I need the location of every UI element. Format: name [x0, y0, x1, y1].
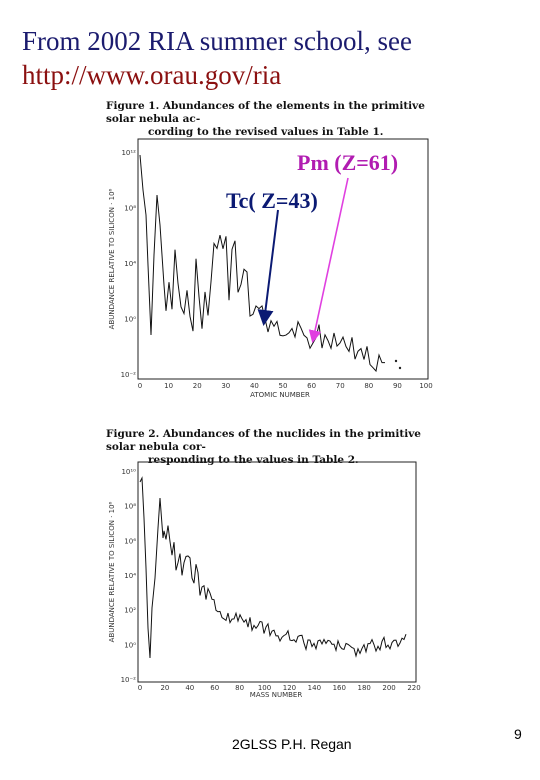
tick-label: 10⁸ — [124, 503, 136, 511]
tick-label: 20 — [193, 382, 202, 390]
tick-label: 10 — [164, 382, 173, 390]
tick-label: 10⁰ — [124, 641, 136, 649]
tick-label: 10¹⁰ — [121, 468, 136, 476]
tick-label: 50 — [279, 382, 288, 390]
pm-annotation: Pm (Z=61) — [297, 150, 399, 175]
tick-label: 10⁸ — [124, 205, 136, 213]
figure1-xlabel: ATOMIC NUMBER — [250, 391, 310, 399]
tick-label: 140 — [308, 684, 321, 692]
tick-label: 40 — [185, 684, 194, 692]
figure1-dot — [394, 359, 398, 363]
figure1-caption-line1: Figure 1. Abundances of the elements in … — [106, 100, 425, 125]
tick-label: 100 — [258, 684, 271, 692]
tick-label: 30 — [221, 382, 230, 390]
tc-annotation: Tc( Z=43) — [226, 188, 318, 213]
tick-label: 120 — [283, 684, 296, 692]
figure2-frame — [137, 461, 417, 683]
tc-arrow — [257, 209, 279, 326]
tick-label: 10¹² — [121, 149, 136, 157]
figure1-caption: Figure 1. Abundances of the elements in … — [106, 100, 436, 139]
tick-label: 100 — [419, 382, 432, 390]
tick-label: 10² — [124, 607, 136, 615]
tick-label: 80 — [364, 382, 373, 390]
tick-label: 220 — [407, 684, 420, 692]
tick-label: 10⁴ — [124, 260, 136, 268]
title-url: http://www.orau.gov/ria — [22, 60, 282, 90]
pm-arrow — [308, 177, 349, 344]
figure1-caption-line2: cording to the revised values in Table 1… — [148, 126, 384, 138]
page-number: 9 — [514, 726, 522, 742]
tick-label: 10⁻² — [121, 676, 137, 684]
figure2-caption-line2: responding to the values in Table 2. — [148, 454, 359, 466]
tick-label: 20 — [160, 684, 169, 692]
footer-text: 2GLSS P.H. Regan — [232, 736, 352, 752]
tick-label: 10⁰ — [124, 316, 136, 324]
tick-label: 10⁻² — [121, 371, 137, 379]
tick-label: 40 — [250, 382, 259, 390]
tick-label: 80 — [235, 684, 244, 692]
tick-label: 90 — [393, 382, 402, 390]
figure1-dot — [398, 366, 402, 370]
figure1-abundance-curve — [139, 154, 386, 373]
figure2-ylabel: ABUNDANCE RELATIVE TO SILICON · 10⁶ — [108, 501, 116, 642]
tick-label: 10⁴ — [124, 572, 136, 580]
tick-label: 180 — [357, 684, 370, 692]
figure2-caption-line1: Figure 2. Abundances of the nuclides in … — [106, 428, 421, 453]
figure1-plot: 0 10 20 30 40 50 60 70 80 90 10010¹²10⁸10⁴10⁰10⁻² … — [108, 138, 433, 399]
tick-label: 0 — [138, 382, 142, 390]
figure1-frame — [137, 138, 429, 380]
figure2-caption: Figure 2. Abundances of the nuclides in … — [106, 428, 436, 467]
tick-label: 70 — [336, 382, 345, 390]
figure2-plot: 0 20 40 60 80 100 120 140 160 180 200 220 10¹⁰ 10⁸ 10⁶… — [108, 461, 421, 699]
figure1-ylabel: ABUNDANCE RELATIVE TO SILICON · 10⁶ — [108, 188, 116, 329]
tick-label: 10⁶ — [124, 537, 136, 545]
tick-label: 0 — [138, 684, 142, 692]
tick-label: 160 — [333, 684, 346, 692]
tick-label: 60 — [210, 684, 219, 692]
title-text: From 2002 RIA summer school, see — [22, 26, 412, 56]
figure2-xlabel: MASS NUMBER — [250, 691, 303, 699]
slide-title: From 2002 RIA summer school, see http://… — [22, 24, 522, 92]
tick-label: 200 — [382, 684, 395, 692]
figure2-abundance-curve — [139, 476, 407, 659]
tick-label: 60 — [307, 382, 316, 390]
